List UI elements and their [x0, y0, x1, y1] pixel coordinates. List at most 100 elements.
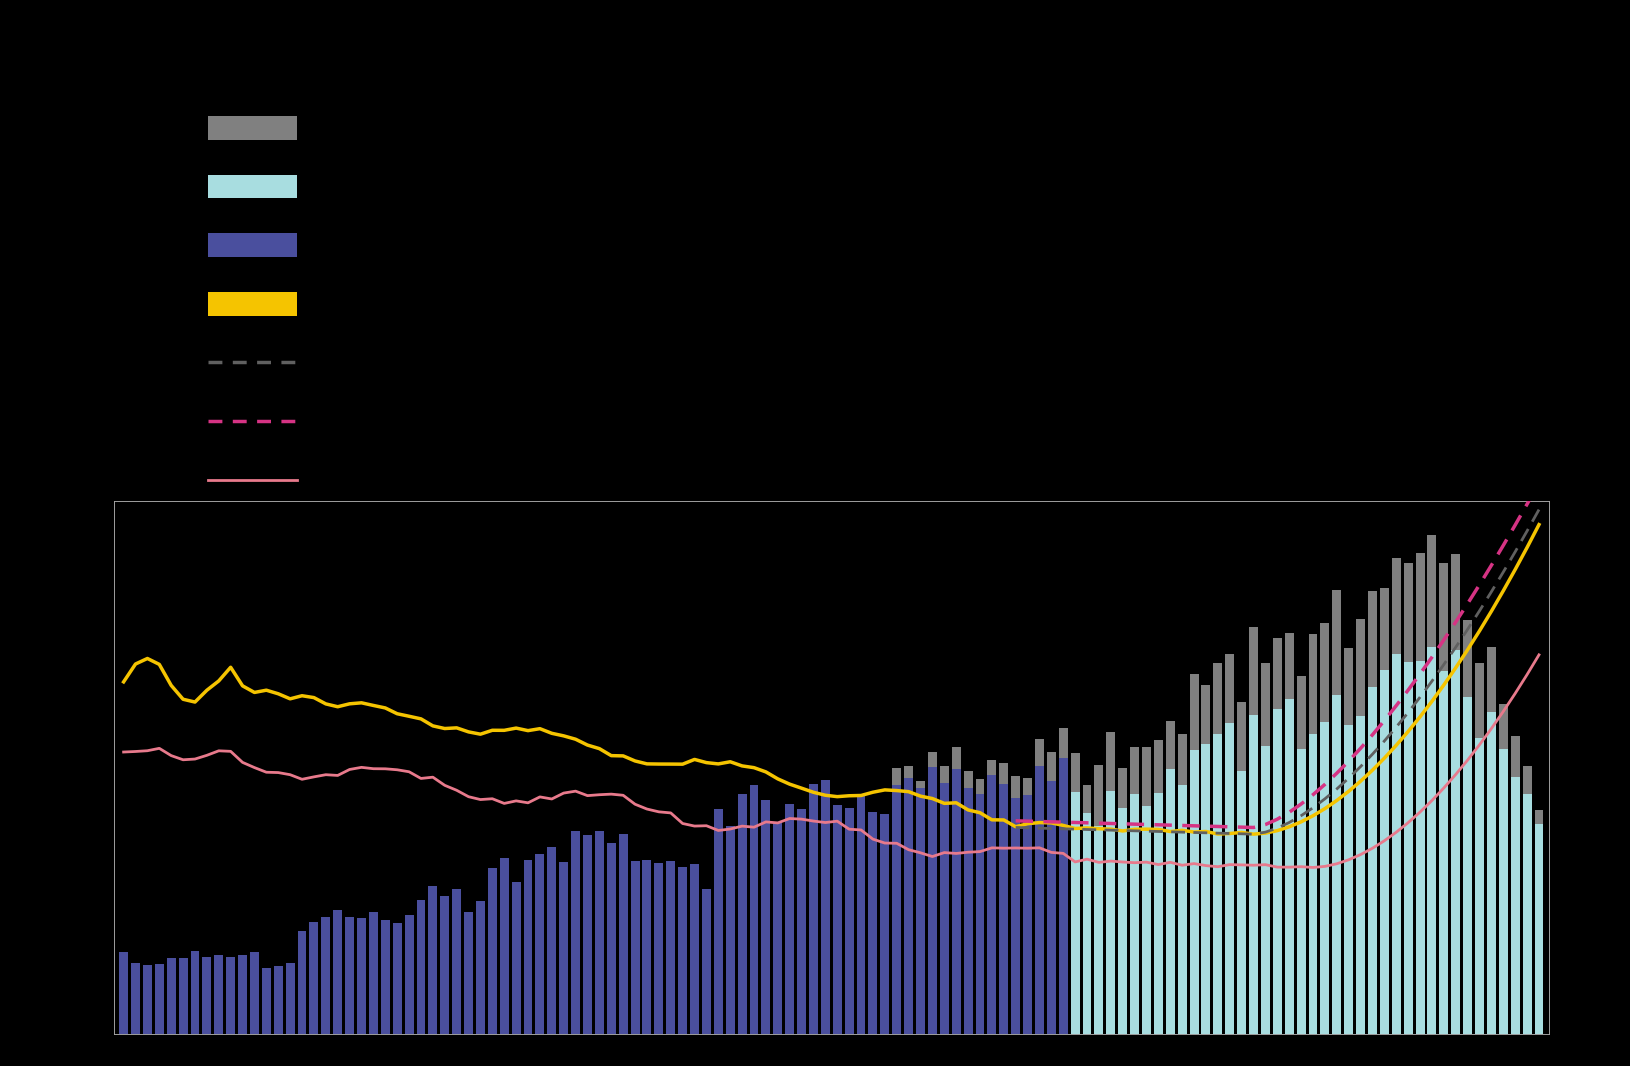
Bar	[642, 860, 652, 1034]
Bar	[214, 955, 223, 1034]
Bar	[1226, 723, 1234, 1034]
Bar	[357, 918, 367, 1034]
Bar	[1190, 674, 1198, 750]
Bar	[963, 788, 973, 1034]
Bar	[1309, 733, 1317, 1034]
Bar	[1381, 588, 1389, 671]
Bar	[750, 785, 758, 1034]
Bar	[1309, 633, 1317, 733]
Bar	[1273, 709, 1281, 1034]
Bar	[725, 826, 735, 1034]
Bar	[1118, 808, 1128, 1034]
Bar	[249, 952, 259, 1034]
Bar	[202, 957, 212, 1034]
Bar	[368, 911, 378, 1034]
Bar	[285, 963, 295, 1034]
Bar	[941, 784, 949, 1034]
Bar	[1035, 740, 1043, 766]
Bar	[535, 854, 544, 1034]
Bar	[1439, 672, 1449, 1034]
Bar	[130, 963, 140, 1034]
Bar	[417, 900, 425, 1034]
Bar	[465, 912, 473, 1034]
Bar	[1213, 734, 1222, 1034]
Bar	[1511, 777, 1519, 1034]
Bar	[703, 889, 711, 1034]
Bar	[404, 915, 414, 1034]
Bar	[714, 808, 722, 1034]
Bar	[393, 923, 401, 1034]
Bar	[262, 968, 271, 1034]
Bar	[988, 775, 996, 1034]
Bar	[1060, 758, 1068, 1034]
Bar	[905, 765, 913, 778]
Bar	[1332, 591, 1341, 695]
Bar	[916, 788, 924, 1034]
Bar	[381, 920, 390, 1034]
Bar	[452, 889, 461, 1034]
Bar	[1107, 791, 1115, 1034]
Bar	[1046, 752, 1056, 780]
Bar	[1060, 728, 1068, 758]
Bar	[179, 957, 187, 1034]
Bar	[1522, 793, 1532, 1034]
Bar	[584, 835, 592, 1034]
Bar	[1415, 661, 1425, 1034]
Bar	[429, 886, 437, 1034]
Bar	[1284, 633, 1294, 699]
Bar	[1500, 705, 1508, 748]
Bar	[880, 814, 890, 1034]
Bar	[487, 868, 497, 1034]
Bar	[1201, 685, 1211, 744]
Bar	[1511, 736, 1519, 777]
Bar	[916, 780, 924, 788]
Bar	[512, 882, 520, 1034]
Bar	[833, 806, 841, 1034]
Bar	[1107, 731, 1115, 791]
Bar	[1237, 701, 1245, 772]
Bar	[1011, 797, 1020, 1034]
Bar	[975, 794, 985, 1034]
Bar	[1475, 739, 1483, 1034]
Bar	[1130, 747, 1139, 794]
Bar	[1143, 747, 1151, 806]
Bar	[1213, 663, 1222, 734]
Bar	[1071, 792, 1079, 1034]
Bar	[1154, 740, 1162, 793]
Bar	[975, 778, 985, 794]
Bar	[119, 952, 129, 1034]
Bar	[1332, 695, 1341, 1034]
Bar	[227, 957, 235, 1034]
Bar	[1475, 663, 1483, 739]
Bar	[1165, 769, 1175, 1034]
Bar	[988, 760, 996, 775]
Bar	[1190, 750, 1198, 1034]
Bar	[892, 769, 901, 785]
Bar	[963, 772, 973, 788]
Bar	[500, 858, 509, 1034]
Bar	[738, 794, 747, 1034]
Bar	[654, 862, 663, 1034]
Bar	[298, 932, 306, 1034]
Bar	[310, 922, 318, 1034]
Bar	[1154, 793, 1162, 1034]
Bar	[761, 801, 771, 1034]
Bar	[905, 778, 913, 1034]
Bar	[797, 809, 805, 1034]
Bar	[1451, 554, 1460, 650]
Bar	[548, 847, 556, 1034]
Bar	[1439, 563, 1449, 672]
Bar	[1392, 655, 1400, 1034]
Bar	[1296, 676, 1306, 748]
Bar	[941, 766, 949, 784]
Bar	[869, 812, 877, 1034]
Bar	[844, 808, 854, 1034]
Bar	[1094, 765, 1104, 826]
Bar	[1011, 776, 1020, 797]
Bar	[1201, 744, 1211, 1034]
Bar	[1024, 778, 1032, 795]
Bar	[1226, 653, 1234, 723]
Bar	[1320, 623, 1330, 722]
Bar	[1035, 766, 1043, 1034]
Bar	[1345, 725, 1353, 1034]
